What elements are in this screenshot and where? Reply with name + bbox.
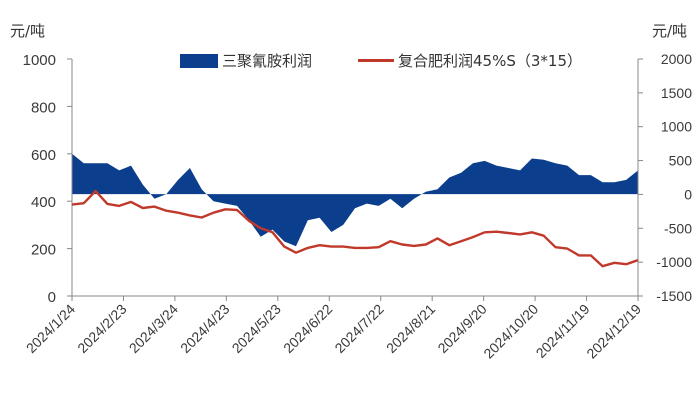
x-tick-label: 2024/10/20 [480, 301, 541, 362]
legend-label-line: 复合肥利润45%S（3*15） [398, 52, 582, 70]
right-tick-label: 1500 [661, 85, 692, 101]
right-tick-label: 500 [669, 153, 693, 169]
right-tick-label: 0 [684, 186, 692, 202]
line-series [71, 189, 639, 268]
legend-swatch-area [180, 53, 218, 68]
x-tick-label: 2024/6/22 [280, 301, 336, 357]
line-path [71, 189, 639, 268]
right-axis-unit: 元/吨 [652, 22, 688, 40]
right-tick-label: 1000 [661, 119, 692, 135]
left-tick-label: 1000 [23, 52, 56, 69]
legend-label-area: 三聚氰胺利润 [222, 52, 313, 70]
left-tick-label: 200 [31, 242, 56, 259]
legend-swatch-line [358, 59, 394, 62]
left-tick-label: 600 [31, 147, 56, 164]
x-tick-label: 2024/7/22 [331, 301, 387, 357]
x-tick-label: 2024/12/19 [583, 301, 644, 362]
right-tick-label: -1500 [656, 288, 692, 304]
area-series [72, 153, 638, 247]
x-tick-label: 2024/1/24 [23, 301, 79, 357]
x-tick-label: 2024/4/23 [177, 301, 233, 357]
left-tick-label: 0 [48, 289, 56, 306]
right-tick-label: -1000 [656, 254, 692, 270]
left-tick-label: 400 [31, 194, 56, 211]
right-tick-label: -500 [664, 220, 692, 236]
legend-item-area: 三聚氰胺利润 [180, 50, 312, 71]
x-tick-label: 2024/2/23 [74, 301, 130, 357]
x-tick-label: 2024/3/24 [126, 301, 182, 357]
left-axis-unit: 元/吨 [10, 22, 46, 40]
area-fill [72, 153, 638, 247]
x-tick-label: 2024/5/23 [229, 301, 285, 357]
x-tick-label: 2024/8/21 [383, 301, 439, 357]
legend-item-line: 复合肥利润45%S（3*15） [358, 50, 582, 71]
right-tick-label: 2000 [661, 51, 692, 67]
axes [67, 58, 643, 301]
left-tick-label: 800 [31, 99, 56, 116]
